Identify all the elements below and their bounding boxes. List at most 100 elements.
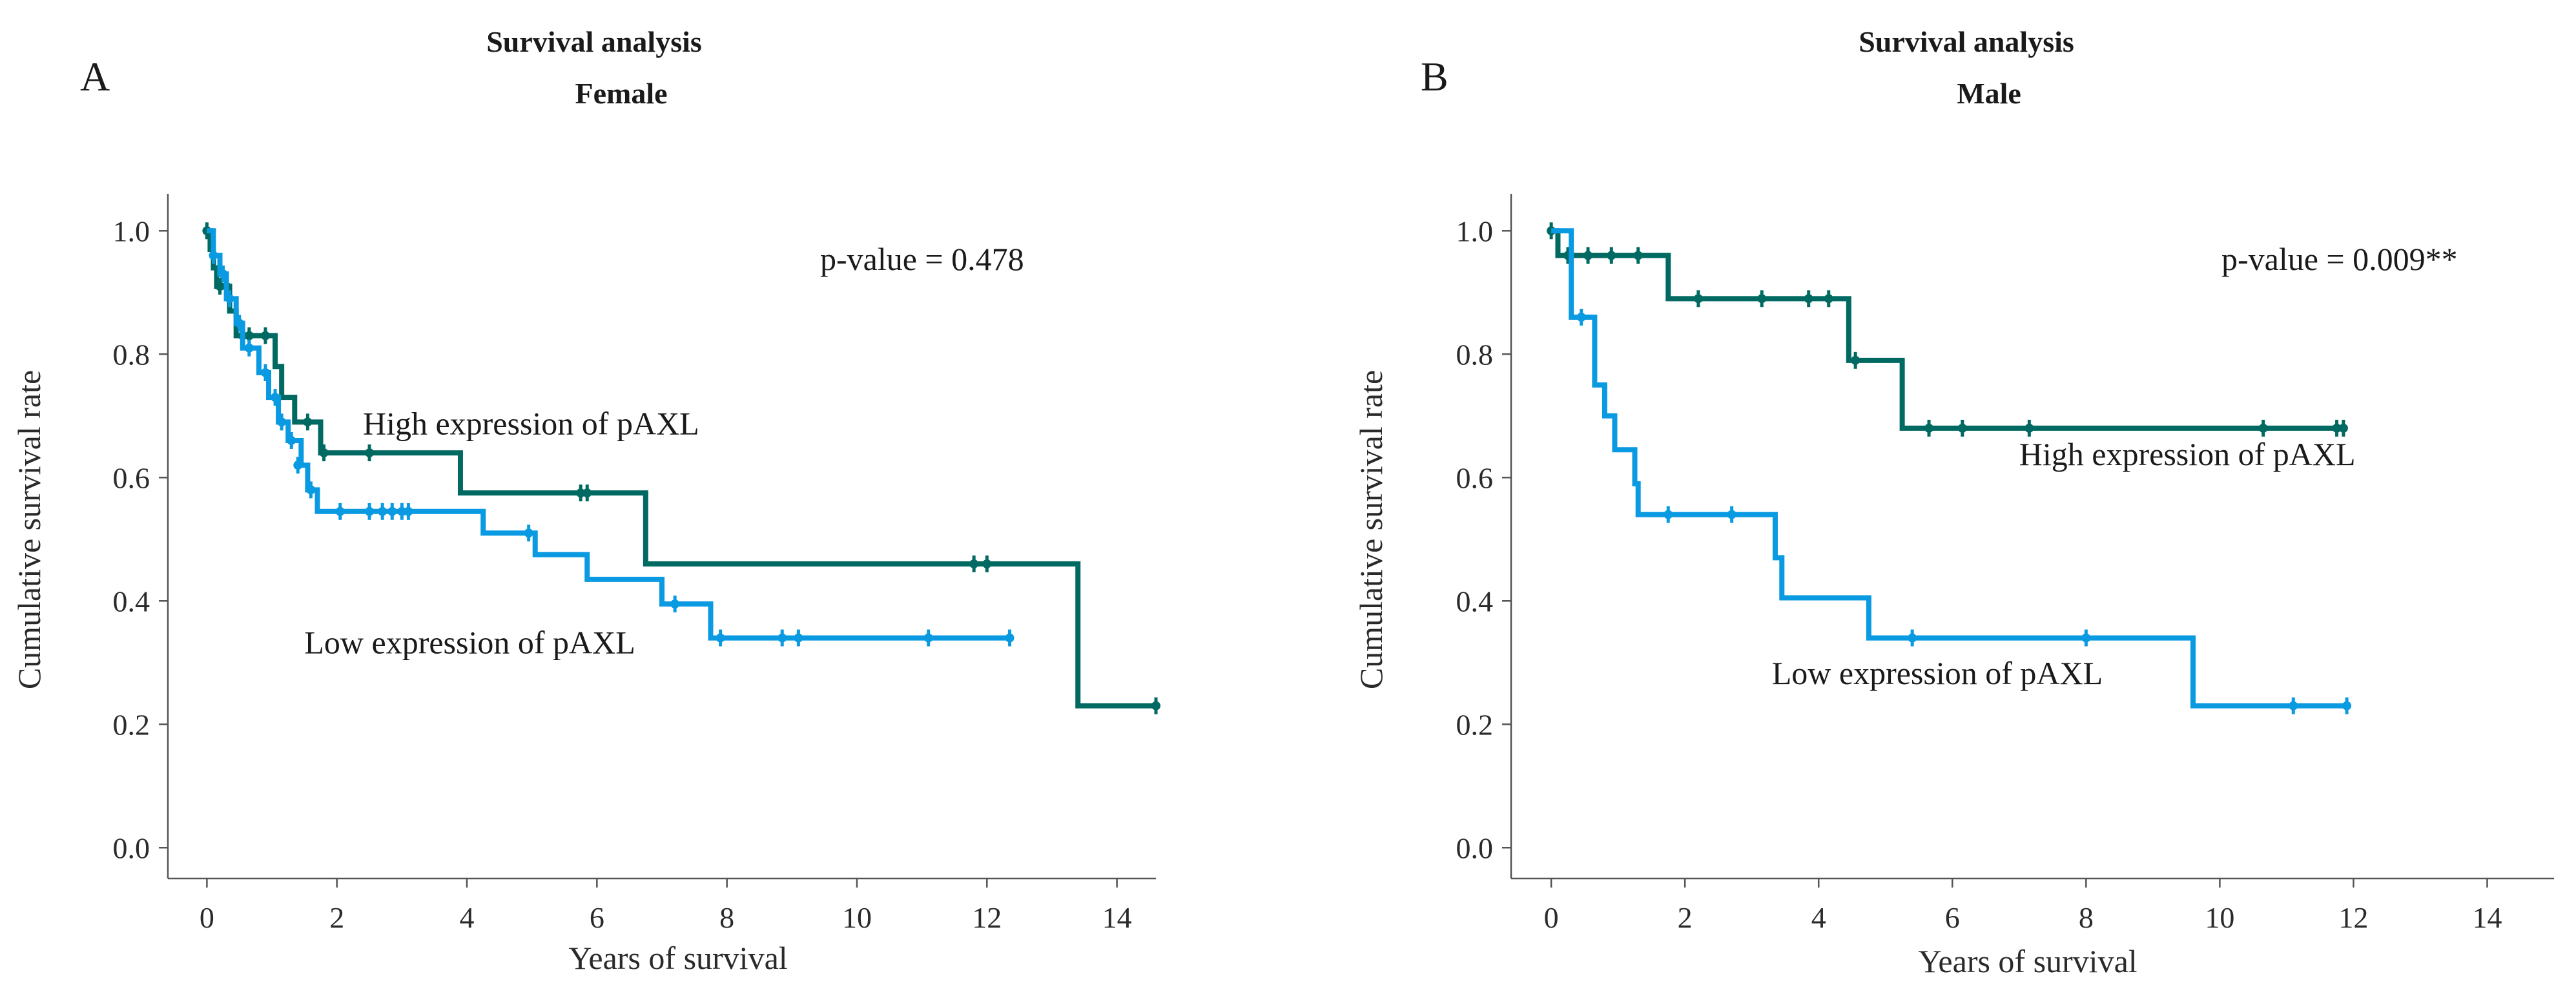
y-tick-label: 1.0 bbox=[1456, 214, 1494, 247]
series-label: High expression of pAXL bbox=[2019, 436, 2356, 472]
censor-point bbox=[244, 343, 254, 353]
censor-point bbox=[1757, 294, 1767, 304]
y-axis-label: Cumulative survival rate bbox=[11, 370, 47, 689]
plot-axes bbox=[167, 194, 1156, 880]
censor-point bbox=[1583, 251, 1593, 260]
censor-point bbox=[234, 318, 244, 328]
censor-point bbox=[404, 506, 413, 516]
y-axis-label: Cumulative survival rate bbox=[1353, 370, 1389, 689]
censor-point bbox=[287, 435, 296, 445]
series-high-expression: High expression of pAXL bbox=[1547, 222, 2356, 472]
censor-point bbox=[794, 633, 803, 643]
tick-layer: 0 2 4 6 8 10 12 14 0.0 0.2 0.4 0.6 0.8 1.0 bbox=[113, 214, 1132, 934]
censor-point bbox=[215, 282, 225, 291]
survival-step-line bbox=[207, 228, 1156, 709]
x-tick-label: 10 bbox=[2205, 901, 2234, 934]
censor-point bbox=[582, 488, 592, 498]
censor-point bbox=[1924, 423, 1934, 433]
censor-point bbox=[271, 393, 280, 402]
censor-point bbox=[365, 506, 375, 516]
censor-point bbox=[576, 488, 586, 498]
censor-point bbox=[1908, 633, 1917, 643]
y-tick-label: 0.4 bbox=[113, 585, 150, 618]
series-layer: High expression of pAXL Low expression of… bbox=[202, 222, 1160, 714]
p-value-label: p-value = 0.009** bbox=[2221, 241, 2458, 277]
censor-point bbox=[397, 506, 407, 516]
x-tick-label: 8 bbox=[719, 901, 734, 934]
censor-point bbox=[387, 506, 397, 516]
censor-point bbox=[244, 331, 254, 340]
panel-a: A Survival analysis Female High expressi… bbox=[11, 25, 1160, 976]
censor-point bbox=[2025, 423, 2034, 433]
censor-point bbox=[2289, 701, 2298, 711]
censor-point bbox=[716, 633, 725, 643]
y-tick-label: 0.8 bbox=[1456, 338, 1494, 371]
y-tick-label: 0.0 bbox=[1456, 831, 1494, 864]
y-tick-label: 0.6 bbox=[113, 461, 150, 494]
series-label: Low expression of pAXL bbox=[304, 624, 635, 660]
x-tick-label: 0 bbox=[1544, 901, 1559, 934]
y-tick-label: 0.8 bbox=[113, 338, 150, 371]
censor-point bbox=[306, 485, 316, 495]
x-tick-label: 6 bbox=[590, 901, 604, 934]
censor-point bbox=[1576, 312, 1586, 322]
chart-title: Survival analysis bbox=[1859, 25, 2074, 58]
y-tick-label: 0.2 bbox=[1456, 708, 1494, 741]
censor-point bbox=[969, 559, 979, 568]
censor-point bbox=[1824, 294, 1833, 304]
censor-point bbox=[1664, 510, 1673, 519]
series-low-expression: Low expression of pAXL bbox=[1551, 228, 2352, 714]
censor-point bbox=[378, 506, 387, 516]
panel-b: B Survival analysis Male High expression… bbox=[1353, 25, 2554, 979]
series-label: High expression of pAXL bbox=[363, 405, 699, 441]
x-tick-label: 14 bbox=[2472, 901, 2502, 934]
x-tick-label: 2 bbox=[1678, 901, 1693, 934]
censor-point bbox=[982, 559, 992, 568]
censor-point bbox=[1804, 294, 1813, 304]
survival-step-line bbox=[1551, 228, 2347, 709]
x-tick-label: 0 bbox=[200, 901, 214, 934]
censor-point bbox=[778, 633, 787, 643]
censor-point bbox=[277, 417, 287, 427]
x-tick-label: 14 bbox=[1102, 901, 1132, 934]
censor-point bbox=[1693, 294, 1703, 304]
chart-subtitle: Female bbox=[575, 77, 667, 110]
y-tick-label: 0.0 bbox=[113, 831, 150, 864]
y-tick-label: 0.2 bbox=[113, 708, 150, 741]
censor-point bbox=[218, 269, 228, 279]
censor-point bbox=[260, 368, 270, 377]
x-tick-label: 6 bbox=[1945, 901, 1960, 934]
panel-letter: A bbox=[80, 54, 110, 99]
censor-point bbox=[1727, 510, 1736, 519]
chart-title: Survival analysis bbox=[486, 25, 702, 58]
censor-point bbox=[670, 599, 680, 609]
censor-point bbox=[1005, 633, 1015, 643]
censor-point bbox=[365, 448, 375, 458]
survival-step-line bbox=[207, 228, 1013, 641]
censor-point bbox=[1151, 701, 1160, 711]
censor-point bbox=[524, 528, 533, 538]
censor-point bbox=[2081, 633, 2091, 643]
series-layer: High expression of pAXL Low expression of… bbox=[1547, 222, 2356, 714]
censor-point bbox=[1957, 423, 1967, 433]
y-tick-label: 0.4 bbox=[1456, 585, 1494, 618]
censor-point bbox=[1851, 355, 1860, 365]
censor-point bbox=[260, 331, 270, 340]
y-tick-label: 1.0 bbox=[113, 214, 150, 247]
y-tick-label: 0.6 bbox=[1456, 461, 1494, 494]
series-low-expression: Low expression of pAXL bbox=[207, 228, 1015, 660]
x-tick-label: 4 bbox=[460, 901, 475, 934]
x-tick-label: 4 bbox=[1811, 901, 1826, 934]
x-tick-label: 12 bbox=[972, 901, 1002, 934]
censor-point bbox=[923, 633, 933, 643]
censor-point bbox=[225, 294, 234, 304]
x-axis-label: Years of survival bbox=[1918, 943, 2137, 979]
panel-letter: B bbox=[1421, 54, 1448, 99]
series-label: Low expression of pAXL bbox=[1772, 655, 2103, 691]
censor-point bbox=[2342, 701, 2352, 711]
x-tick-label: 8 bbox=[2079, 901, 2094, 934]
x-tick-label: 2 bbox=[329, 901, 344, 934]
x-tick-label: 10 bbox=[842, 901, 872, 934]
censor-point bbox=[335, 506, 345, 516]
